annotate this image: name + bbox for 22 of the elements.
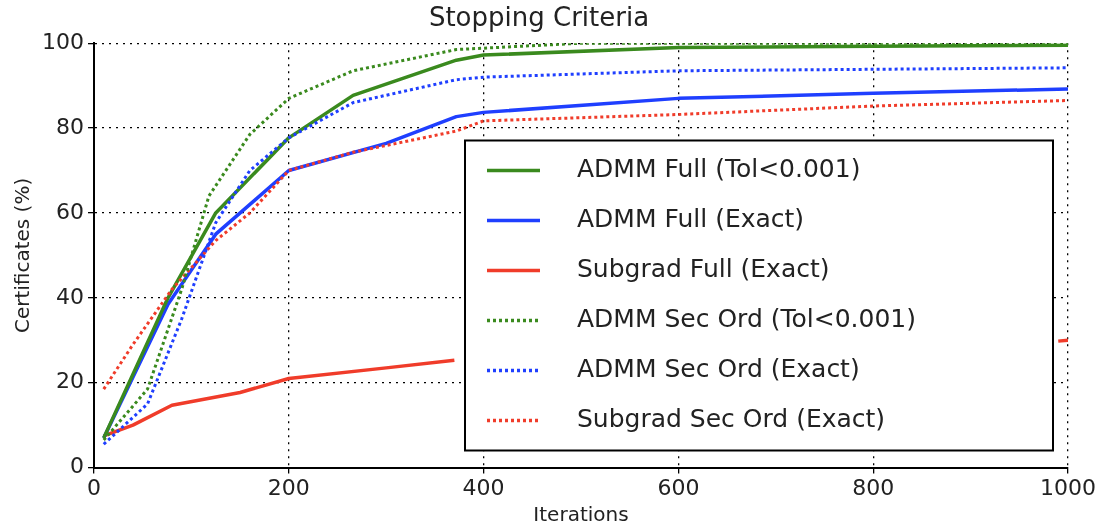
x-tick-label: 400 <box>462 474 505 500</box>
y-axis-title: Certificates (%) <box>10 177 35 334</box>
x-tick-label: 1000 <box>1040 474 1096 500</box>
chart-title: Stopping Criteria <box>428 2 650 33</box>
x-tick-label: 200 <box>267 474 310 500</box>
y-tick-label: 80 <box>55 113 84 139</box>
legend-label: ADMM Sec Ord (Exact) <box>577 354 860 384</box>
line-series <box>102 98 1068 391</box>
y-tick-label: 60 <box>55 198 84 224</box>
y-tick-label: 100 <box>41 28 84 54</box>
legend-label: ADMM Full (Tol<0.001) <box>577 154 861 184</box>
y-tick-label: 40 <box>55 283 84 309</box>
x-tick-label: 600 <box>657 474 700 500</box>
legend-label: ADMM Full (Exact) <box>577 204 805 234</box>
y-tick-label: 20 <box>55 368 84 394</box>
legend-label: ADMM Sec Ord (Tol<0.001) <box>577 304 917 334</box>
x-axis-title: Iterations <box>533 502 629 527</box>
legend-label: Subgrad Full (Exact) <box>577 254 830 284</box>
x-tick-label: 800 <box>852 474 895 500</box>
x-tick-label: 0 <box>86 474 101 500</box>
legend-label: Subgrad Sec Ord (Exact) <box>577 404 886 434</box>
y-tick-label: 0 <box>69 453 84 479</box>
